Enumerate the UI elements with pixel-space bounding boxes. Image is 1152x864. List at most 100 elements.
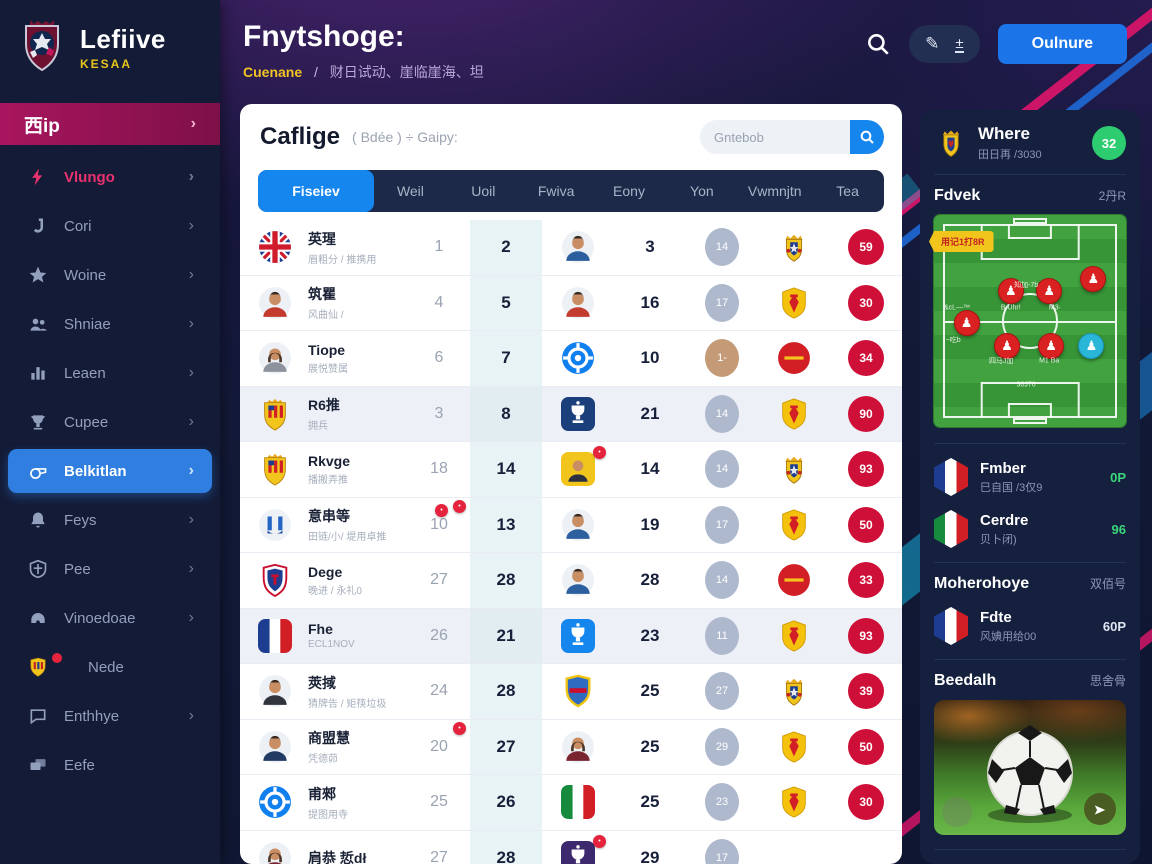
entry-value: 60P: [1102, 618, 1126, 634]
sidebar-item-leaen[interactable]: Leaen ›: [8, 351, 212, 395]
news-photo[interactable]: [934, 700, 1126, 835]
shield-yellow-icon: [777, 730, 811, 764]
player-marker[interactable]: ♟: [1036, 278, 1063, 305]
player-marker[interactable]: ♟: [1080, 265, 1107, 292]
stat-col-1: 4: [434, 293, 444, 311]
breadcrumb: Cuenane / 财日试动、崖临崖海、坦: [243, 62, 1143, 82]
table-row[interactable]: 甫郲 提图用寺 25 26 25 23 30: [240, 775, 902, 831]
sidebar-item-cupee[interactable]: Cupee ›: [8, 400, 212, 444]
divider: [934, 443, 1126, 444]
crest-cat-icon: [258, 397, 292, 431]
table-row[interactable]: Rkvge 播搬弄推 18 14 • 14 14 93: [240, 442, 902, 498]
table-row[interactable]: R6推 拥兵 3 8 21 14 90: [240, 386, 902, 442]
row-subtitle: 风曲仙 /: [308, 310, 344, 322]
sidebar-item-cori[interactable]: Cori ›: [8, 204, 212, 248]
shield-yellow-icon: [777, 286, 811, 320]
share-arrow-button[interactable]: [1084, 793, 1116, 825]
row-name: Rkvge: [308, 452, 351, 469]
sidebar-item-belkitlan[interactable]: Belkitlan ›: [8, 449, 212, 493]
entry-subtitle: 巳自国 /3仅9: [980, 481, 1043, 494]
pitch-diagram: 用记1打8R ♟ ♟ ♟ ♟ ♟ ♟ ♟ &cL—™ B.Uhr! M3· ~吃b 四马J加 M1 Ba…: [929, 215, 1126, 427]
sidebar-item-nede[interactable]: Nede: [8, 645, 212, 689]
card-subtitle: ( Bdée ) ÷ Gaipy:: [352, 129, 458, 145]
search-icon[interactable]: [865, 31, 891, 57]
row-subtitle: 拥兵: [308, 421, 328, 433]
divider: [934, 174, 1126, 175]
gray-badge: 14: [705, 228, 739, 267]
upload-icon[interactable]: ±: [955, 34, 964, 53]
player-marker[interactable]: ♟: [953, 310, 980, 337]
sidebar-item-pee[interactable]: Pee ›: [8, 547, 212, 591]
sq-blue-icon: [561, 618, 595, 653]
table-row[interactable]: 意串等 田链/小/ 堤用卓推 10 • • 13 19 17 50: [240, 497, 902, 553]
player-label: ~吃b: [945, 337, 961, 345]
signature-icon[interactable]: ✎: [925, 34, 940, 53]
stat-col-2: 27: [470, 719, 542, 774]
table-search-input[interactable]: [700, 120, 850, 154]
player-marker[interactable]: ♟: [1078, 333, 1105, 360]
tab-vwmnjtn[interactable]: Vwmnjtn: [747, 183, 802, 199]
tab-weil[interactable]: Weil: [396, 183, 424, 199]
stat-col-1: 20 •: [408, 720, 470, 775]
tab-fwiva[interactable]: Fwiva: [537, 183, 575, 199]
sidebar-item-label: Cupee: [64, 413, 109, 431]
stat-col-2: 14: [470, 442, 542, 497]
stat-col-3: 23: [640, 625, 660, 645]
tab-eony[interactable]: Eony: [613, 183, 645, 199]
team-subtitle: 田日再 /3030: [978, 149, 1042, 161]
stat-col-3: 10: [640, 348, 660, 368]
table-row[interactable]: Fhe ECL1NOV 26 21 23 11 93: [240, 608, 902, 664]
table-search-button[interactable]: [850, 120, 884, 154]
flag-uk-icon: [258, 230, 292, 264]
stat-col-1: 3: [434, 404, 444, 422]
red-score-badge: 33: [848, 562, 884, 599]
table-row[interactable]: 英瑆 眉粗分 / 推携用 1 2 3 14 59: [240, 220, 902, 276]
goal-area-top: [1007, 224, 1053, 240]
sidebar-item-enthhye[interactable]: Enthhye ›: [8, 694, 212, 738]
sidebar-item-shniae[interactable]: Shniae ›: [8, 302, 212, 346]
sidebar-item-vlungo[interactable]: Vlungo ›: [8, 155, 212, 199]
table-rows: 英瑆 眉粗分 / 推携用 1 2 3 14 59 筑瞿 风曲仙 /4 5 16 17 30 Tiope 展悦…: [240, 220, 902, 864]
sidebar-item-西ip[interactable]: 西ip ›: [0, 103, 220, 145]
chevron-right-icon: ›: [188, 217, 194, 234]
table-row[interactable]: Tiope 展悦赞属 6 7 10 1- 34: [240, 331, 902, 387]
table-row[interactable]: 筑瞿 风曲仙 / 4 5 16 17 30: [240, 275, 902, 331]
sidebar-item-vinoedoae[interactable]: Vinoedoae ›: [8, 596, 212, 640]
red-line-icon: [777, 563, 811, 597]
list-item[interactable]: Cerdre 贝卜闭) 96: [934, 510, 1126, 548]
player-marker[interactable]: ♟: [1038, 333, 1065, 360]
notification-dot: [52, 653, 62, 663]
stat-col-2: 28: [470, 664, 542, 719]
breadcrumb-primary[interactable]: Cuenane: [243, 64, 303, 80]
tab-yon[interactable]: Yon: [690, 183, 714, 199]
table-row[interactable]: 肩恭 悊dł 27 28 • 29 17: [240, 830, 902, 864]
chevron-right-icon: ›: [188, 707, 194, 724]
ball-blue-icon: [258, 785, 292, 819]
red-score-badge: 90: [848, 395, 884, 432]
sidebar-item-woine[interactable]: Woine ›: [8, 253, 212, 297]
sidebar-item-label: Eefe: [64, 756, 95, 774]
stat-col-3: 19: [640, 514, 660, 534]
app-logo[interactable]: Lefiive KESAA: [0, 0, 220, 89]
table-row[interactable]: 莢掝 猜牌告 / 矩筷垃圾 24 28 25 27 39: [240, 664, 902, 720]
stat-col-3: 14: [640, 459, 660, 479]
formation-label: Fdvek: [934, 187, 981, 204]
team-score-badge[interactable]: 32: [1092, 126, 1126, 160]
table-row[interactable]: 商盟慧 凭德茆 20 • 27 25 29 50: [240, 719, 902, 775]
entry-subtitle: 风婰用给00: [980, 630, 1037, 643]
table-row[interactable]: Dege 晚进 / 永礼0 27 28 28 14 33: [240, 553, 902, 609]
sidebar-item-eefe[interactable]: Eefe: [8, 743, 212, 787]
crest-royal-icon: [777, 452, 811, 486]
goal-top: [1013, 218, 1047, 224]
list-item[interactable]: Fmber 巳自国 /3仅9 0P: [934, 458, 1126, 496]
sq-navy-icon: [561, 396, 595, 431]
tab-fiseiev[interactable]: Fiseiev: [258, 170, 374, 212]
hook-icon: [26, 214, 50, 238]
primary-cta-button[interactable]: Oulnure: [997, 24, 1127, 64]
tab-uoil[interactable]: Uoil: [471, 183, 496, 199]
list-item[interactable]: Fdte 风婰用给00 60P: [934, 607, 1126, 645]
pitch-tag[interactable]: 用记1打8R: [929, 231, 994, 252]
flag-france-icon: [934, 607, 968, 645]
tab-tea[interactable]: Tea: [836, 183, 859, 199]
sidebar-item-feys[interactable]: Feys ›: [8, 498, 212, 542]
